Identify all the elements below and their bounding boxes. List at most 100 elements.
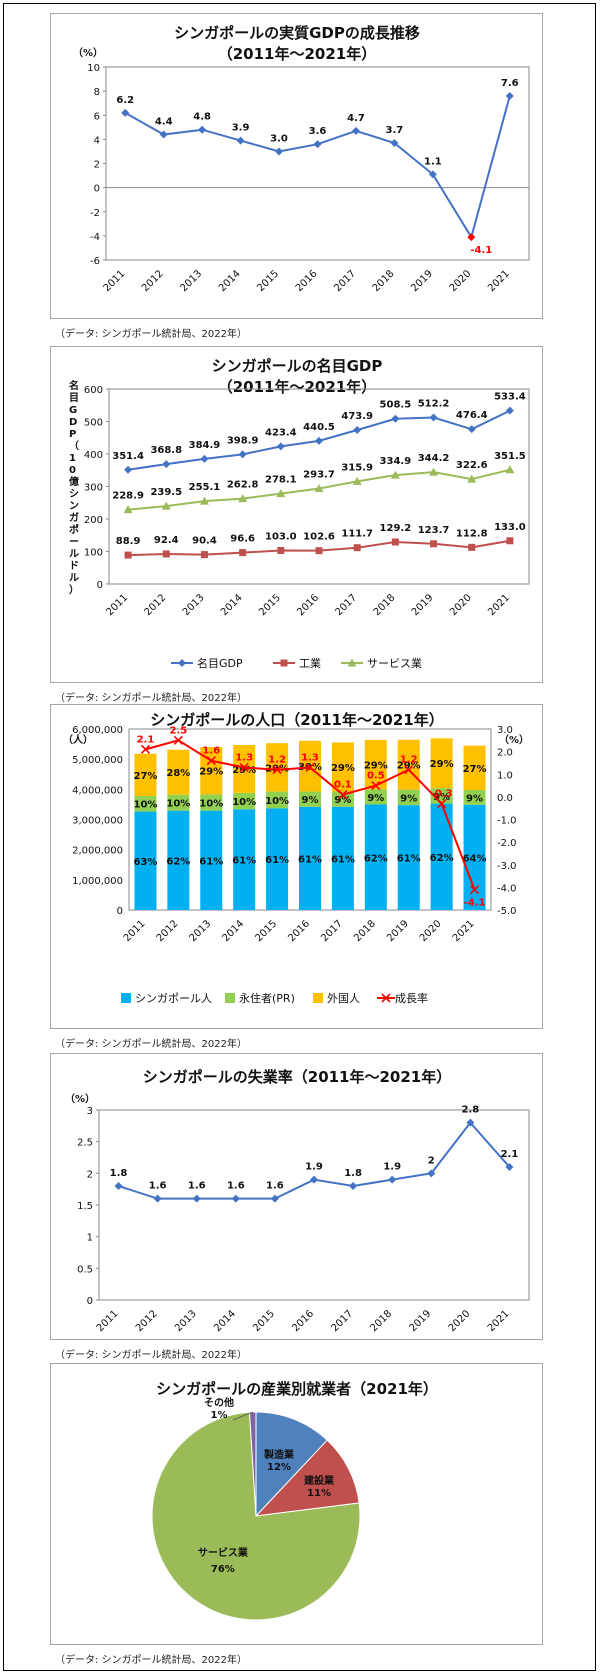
y-tick-label: 10 bbox=[87, 63, 100, 74]
y-tick-label: 200 bbox=[84, 515, 103, 526]
y2-axis-label: （%） bbox=[499, 733, 529, 746]
data-label: -4.1 bbox=[470, 245, 492, 256]
unemployment-svg: シンガポールの失業率（2011年～2021年） （%）3 2.5 2 1.5 1 0.5 0 1… bbox=[65, 1068, 530, 1334]
data-point bbox=[429, 413, 438, 422]
x-tick-label: 2015 bbox=[253, 918, 279, 944]
data-label: 10% bbox=[232, 797, 256, 808]
bar-segment bbox=[233, 792, 256, 810]
data-point bbox=[467, 233, 476, 242]
bar-segment bbox=[397, 789, 420, 806]
legend-swatch bbox=[225, 993, 235, 1003]
slice-label: サービス業 bbox=[198, 1546, 249, 1559]
bar-segment bbox=[364, 739, 387, 790]
bar-segment bbox=[299, 806, 321, 910]
legend-label: 工業 bbox=[299, 657, 321, 670]
legend-label: サービス業 bbox=[367, 657, 422, 670]
bar-segment bbox=[331, 791, 354, 807]
data-point bbox=[239, 549, 247, 557]
data-point bbox=[114, 1182, 123, 1190]
data-label: 7.6 bbox=[501, 78, 519, 89]
data-label: 473.9 bbox=[341, 411, 373, 422]
legend-marker bbox=[178, 659, 186, 667]
bar-segment bbox=[331, 742, 354, 792]
source-note: （データ: シンガポール統計局、2022年） bbox=[55, 329, 247, 340]
slice-value: 11% bbox=[307, 1488, 331, 1499]
y-tick-label: 100 bbox=[84, 548, 103, 559]
data-label: 293.7 bbox=[303, 470, 335, 481]
data-label: 1.1 bbox=[424, 156, 442, 167]
y2-tick-label: -5.0 bbox=[497, 906, 517, 917]
growth-point bbox=[272, 765, 282, 775]
y2-tick-label: -2.0 bbox=[497, 838, 517, 849]
data-label: 27% bbox=[133, 771, 157, 782]
legend-marker bbox=[347, 658, 357, 667]
bar-segment bbox=[200, 810, 223, 910]
data-label: 315.9 bbox=[341, 462, 373, 473]
bar-segment bbox=[200, 794, 223, 811]
growth-label: 1.6 bbox=[202, 746, 220, 757]
y2-tick-label: -4.0 bbox=[497, 883, 517, 894]
data-point bbox=[349, 1182, 358, 1190]
data-point bbox=[200, 454, 209, 463]
x-tick-label: 2011 bbox=[95, 1308, 121, 1334]
x-tick-label: 2014 bbox=[219, 592, 245, 618]
growth-label: -4.1 bbox=[464, 898, 486, 909]
data-label: 239.5 bbox=[150, 487, 182, 498]
bar-segment bbox=[430, 803, 453, 910]
x-tick-label: 2015 bbox=[255, 268, 281, 294]
y-tick-label: 3 bbox=[87, 1106, 93, 1117]
data-label: 1.8 bbox=[110, 1168, 128, 1179]
x-tick-label: 2018 bbox=[352, 918, 378, 944]
x-tick-label: 2019 bbox=[408, 1308, 434, 1334]
data-label: 1.6 bbox=[227, 1181, 245, 1192]
x-tick-label: 2020 bbox=[447, 1308, 473, 1334]
x-tick-label: 2013 bbox=[173, 1308, 199, 1334]
legend-label: 外国人 bbox=[327, 992, 360, 1005]
data-point bbox=[238, 494, 248, 503]
data-point bbox=[505, 91, 514, 100]
series-line bbox=[118, 1121, 511, 1200]
data-point bbox=[192, 1194, 201, 1203]
data-label: 423.4 bbox=[265, 427, 297, 438]
data-point bbox=[275, 147, 284, 156]
bar-segment bbox=[167, 810, 190, 910]
y-tick-label: 400 bbox=[84, 450, 103, 461]
data-point bbox=[121, 108, 130, 117]
x-tick-label: 2014 bbox=[221, 918, 247, 944]
pie-slice bbox=[248, 1411, 257, 1517]
source-note: （データ: シンガポール統計局、2022年） bbox=[55, 1350, 247, 1361]
growth-label: 0.5 bbox=[367, 771, 385, 782]
bar-segment bbox=[397, 739, 420, 790]
x-tick-label: 2015 bbox=[257, 592, 283, 618]
data-point bbox=[200, 551, 208, 559]
bar-segment bbox=[463, 789, 486, 805]
data-label: 29% bbox=[199, 767, 223, 778]
x-tick-label: 2011 bbox=[102, 268, 128, 294]
growth-label: 1.3 bbox=[301, 752, 319, 763]
data-point bbox=[161, 501, 171, 510]
x-tick-label: 2019 bbox=[409, 268, 435, 294]
page-frame bbox=[3, 3, 596, 1671]
data-label: 102.6 bbox=[303, 532, 335, 543]
y-tick-label: 0 bbox=[94, 184, 100, 195]
data-label: 533.4 bbox=[494, 392, 526, 403]
data-label: 28% bbox=[166, 768, 190, 779]
leader-line bbox=[232, 1411, 253, 1421]
data-point bbox=[123, 505, 133, 514]
y-tick-label: -4 bbox=[90, 232, 100, 243]
data-point bbox=[198, 125, 207, 134]
population-chart: シンガポールの人口（2011年～2021年） （人） （%） 6,000,000 5,0… bbox=[50, 704, 543, 1029]
source-note: （データ: シンガポール統計局、2022年） bbox=[55, 1655, 247, 1666]
data-label: 61% bbox=[331, 854, 355, 865]
y-tick-label: 1,000,000 bbox=[72, 876, 123, 887]
data-point bbox=[506, 537, 514, 545]
growth-point bbox=[206, 756, 216, 766]
data-label: 384.9 bbox=[189, 440, 221, 451]
real-gdp-growth-svg: シンガポールの実質GDPの成長推移（2011年～2021年）（%）1086420… bbox=[73, 24, 530, 294]
data-label: 4.8 bbox=[193, 112, 211, 123]
y-tick-label: 1.5 bbox=[77, 1201, 93, 1212]
data-point bbox=[351, 126, 360, 135]
series-line bbox=[124, 95, 511, 240]
data-label: 1.6 bbox=[188, 1181, 206, 1192]
data-label: 1.9 bbox=[305, 1162, 323, 1173]
